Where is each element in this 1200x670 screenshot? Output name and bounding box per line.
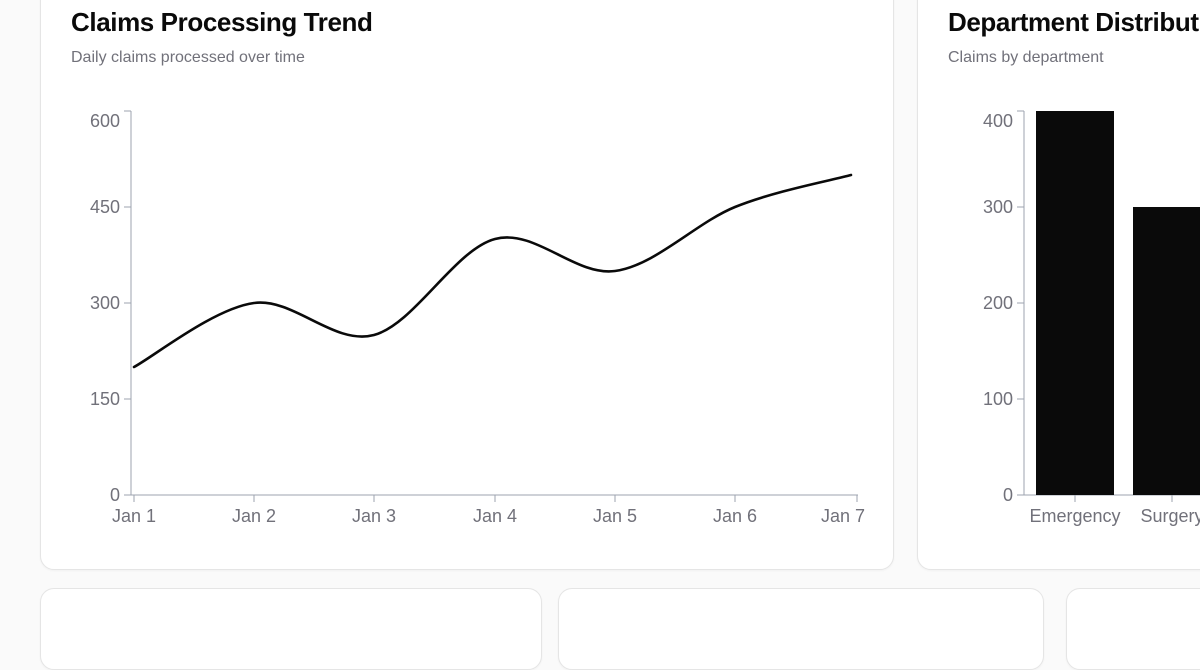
line-chart-canvas: 0 150 300 450 600 Jan 1 Jan 2 Jan 3 Jan 4 Jan 5 Ja… (90, 110, 865, 526)
y-tick-label: 150 (90, 389, 120, 409)
y-tick-label: 0 (110, 485, 120, 505)
bar-chart-canvas: 0 100 200 300 400 Emergency Surgery (983, 110, 1200, 526)
x-tick-label: Jan 1 (112, 506, 156, 526)
y-tick-label: 450 (90, 197, 120, 217)
claims-trend-title: Claims Processing Trend (71, 7, 373, 37)
x-tick-label: Jan 6 (713, 506, 757, 526)
y-tick-label: 100 (983, 389, 1013, 409)
y-tick-label: 400 (983, 111, 1013, 131)
x-tick-label: Jan 7 (821, 506, 865, 526)
bar-emergency (1036, 111, 1114, 495)
x-tick-label: Jan 2 (232, 506, 276, 526)
y-tick-label: 300 (90, 293, 120, 313)
bar-chart-axes: 0 100 200 300 400 Emergency Surgery (983, 110, 1200, 526)
dashboard-page: { "page": { "background": "#fafafa" }, "… (40, 0, 1200, 670)
card-claims-trend: Claims Processing Trend Daily claims pro… (40, 0, 894, 570)
y-tick-label: 600 (90, 111, 120, 131)
y-tick-label: 200 (983, 293, 1013, 313)
department-distribution-subtitle: Claims by department (948, 49, 1104, 66)
x-tick-label: Surgery (1140, 506, 1200, 526)
x-tick-label: Jan 5 (593, 506, 637, 526)
y-tick-label: 0 (1003, 485, 1013, 505)
y-tick-label: 300 (983, 197, 1013, 217)
x-tick-label: Emergency (1029, 506, 1120, 526)
claims-trend-line (132, 173, 853, 369)
line-chart-axes: 0 150 300 450 600 Jan 1 Jan 2 Jan 3 Jan 4 Jan 5 Ja… (90, 110, 865, 526)
bottom-card-left (40, 588, 542, 670)
x-tick-label: Jan 4 (473, 506, 517, 526)
bar-surgery (1133, 207, 1200, 495)
card-department-distribution: Department Distribution Claims by depart… (917, 0, 1200, 570)
x-tick-label: Jan 3 (352, 506, 396, 526)
bottom-card-middle (558, 588, 1044, 670)
claims-trend-subtitle: Daily claims processed over time (71, 49, 305, 66)
bottom-card-right (1066, 588, 1200, 670)
department-distribution-title: Department Distribution (948, 7, 1200, 37)
